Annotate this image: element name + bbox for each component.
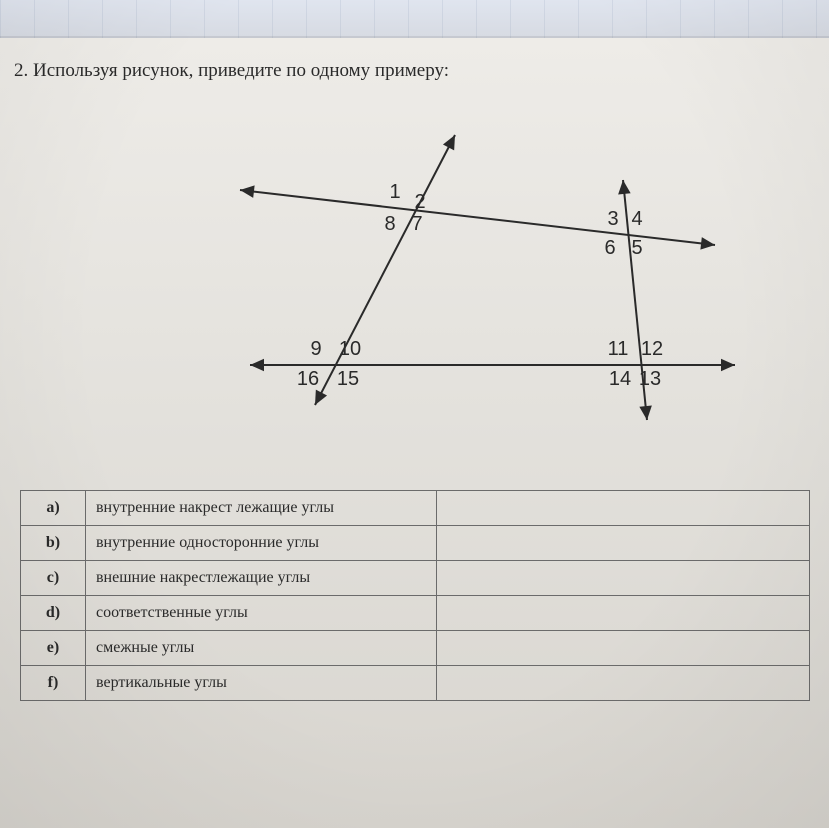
svg-text:10: 10: [339, 338, 361, 360]
row-answer-cell: [437, 526, 810, 561]
svg-text:16: 16: [297, 368, 319, 390]
row-answer-cell: [437, 631, 810, 666]
row-description: внешние накрестлежащие углы: [86, 561, 437, 596]
svg-text:9: 9: [310, 338, 321, 360]
table-row: d)соответственные углы: [21, 596, 810, 631]
answers-table: a)внутренние накрест лежащие углыb)внутр…: [20, 490, 810, 701]
svg-text:6: 6: [604, 237, 615, 259]
row-letter: b): [21, 526, 86, 561]
row-letter: d): [21, 596, 86, 631]
row-description: внутренние односторонние углы: [86, 526, 437, 561]
row-letter: a): [21, 491, 86, 526]
row-description: соответственные углы: [86, 596, 437, 631]
question-text: 2. Используя рисунок, приведите по одном…: [14, 60, 449, 82]
svg-text:13: 13: [639, 368, 661, 390]
table-row: a)внутренние накрест лежащие углы: [21, 491, 810, 526]
row-answer-cell: [437, 666, 810, 701]
svg-text:4: 4: [631, 208, 642, 230]
table-row: b)внутренние односторонние углы: [21, 526, 810, 561]
svg-text:1: 1: [389, 181, 400, 203]
row-description: внутренние накрест лежащие углы: [86, 491, 437, 526]
svg-text:8: 8: [384, 213, 395, 235]
row-description: вертикальные углы: [86, 666, 437, 701]
table-row: e)смежные углы: [21, 631, 810, 666]
svg-text:5: 5: [631, 237, 642, 259]
svg-text:11: 11: [608, 338, 629, 360]
svg-text:15: 15: [337, 368, 359, 390]
svg-text:2: 2: [414, 191, 425, 213]
table-row: f)вертикальные углы: [21, 666, 810, 701]
row-description: смежные углы: [86, 631, 437, 666]
svg-text:12: 12: [641, 338, 663, 360]
svg-text:7: 7: [411, 213, 422, 235]
table-row: c)внешние накрестлежащие углы: [21, 561, 810, 596]
row-answer-cell: [437, 596, 810, 631]
row-letter: c): [21, 561, 86, 596]
tablet-grid-header: [0, 0, 829, 38]
answers-tbody: a)внутренние накрест лежащие углыb)внутр…: [21, 491, 810, 701]
row-answer-cell: [437, 491, 810, 526]
svg-text:14: 14: [609, 368, 631, 390]
row-answer-cell: [437, 561, 810, 596]
angles-figure: 12345678910111213141516: [210, 120, 760, 440]
angles-svg: 12345678910111213141516: [210, 120, 760, 440]
row-letter: e): [21, 631, 86, 666]
row-letter: f): [21, 666, 86, 701]
svg-text:3: 3: [607, 208, 618, 230]
